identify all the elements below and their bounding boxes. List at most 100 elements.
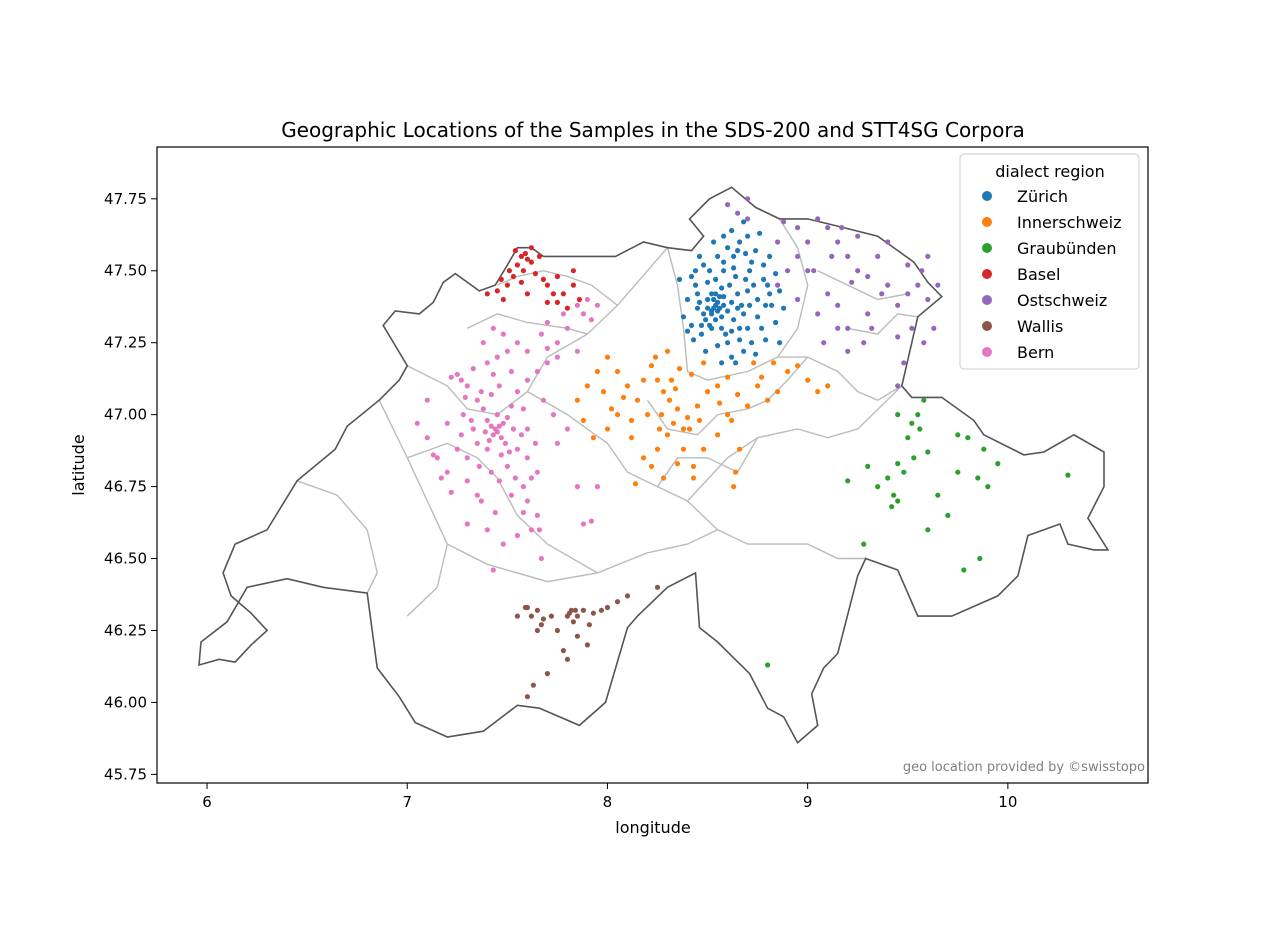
data-point bbox=[955, 469, 961, 475]
legend-label: Innerschweiz bbox=[1017, 213, 1121, 232]
y-tick-label: 46.25 bbox=[104, 621, 147, 639]
data-point bbox=[554, 340, 561, 346]
data-point bbox=[460, 412, 466, 418]
data-point bbox=[520, 509, 527, 516]
data-point bbox=[522, 250, 529, 257]
legend-label: Ostschweiz bbox=[1017, 291, 1107, 310]
data-point bbox=[777, 288, 783, 294]
data-point bbox=[550, 412, 557, 418]
data-point bbox=[434, 455, 440, 461]
data-point bbox=[701, 446, 707, 452]
data-point bbox=[713, 317, 719, 323]
data-point bbox=[668, 377, 675, 383]
data-point bbox=[430, 452, 436, 458]
data-point bbox=[574, 348, 581, 354]
data-point bbox=[739, 302, 745, 308]
data-point bbox=[777, 340, 783, 346]
data-point bbox=[715, 299, 721, 305]
data-point bbox=[731, 317, 737, 323]
data-point bbox=[564, 426, 571, 432]
data-point bbox=[919, 268, 925, 274]
data-point bbox=[652, 354, 659, 360]
legend-items: Zürich Innerschweiz Graubünden Basel Ostschw… bbox=[982, 187, 1121, 362]
data-point bbox=[528, 527, 535, 533]
data-point bbox=[614, 368, 621, 375]
data-point bbox=[719, 360, 725, 366]
legend-marker bbox=[982, 347, 992, 357]
data-point bbox=[747, 302, 753, 308]
legend-marker bbox=[982, 321, 992, 331]
data-point bbox=[588, 518, 595, 524]
data-point bbox=[474, 397, 480, 403]
data-point bbox=[628, 417, 635, 423]
data-point bbox=[701, 360, 707, 366]
legend-label: Zürich bbox=[1017, 187, 1068, 206]
data-point bbox=[865, 273, 871, 280]
data-point bbox=[580, 521, 587, 527]
data-point bbox=[540, 397, 547, 403]
data-point bbox=[855, 268, 861, 274]
data-point bbox=[600, 389, 607, 395]
data-point bbox=[574, 397, 581, 403]
data-point bbox=[694, 291, 701, 297]
series-3 bbox=[484, 245, 583, 311]
legend-label: Basel bbox=[1017, 265, 1060, 284]
data-point bbox=[482, 429, 488, 435]
data-point bbox=[921, 340, 927, 346]
data-point bbox=[494, 288, 500, 294]
data-point bbox=[891, 492, 897, 498]
data-point bbox=[640, 455, 647, 461]
data-point bbox=[865, 311, 871, 317]
data-point bbox=[544, 319, 551, 326]
data-point bbox=[757, 230, 763, 236]
data-point bbox=[598, 607, 605, 613]
data-point bbox=[524, 426, 531, 432]
data-point bbox=[751, 282, 757, 288]
data-point bbox=[811, 268, 817, 274]
data-point bbox=[829, 253, 835, 259]
data-point bbox=[680, 314, 687, 320]
data-point bbox=[550, 291, 557, 297]
switzerland-map bbox=[198, 186, 1110, 744]
data-point bbox=[554, 273, 561, 280]
data-point bbox=[895, 302, 901, 308]
data-point bbox=[741, 311, 747, 317]
data-point bbox=[438, 475, 444, 481]
data-point bbox=[676, 366, 683, 372]
data-point bbox=[644, 412, 651, 418]
data-point bbox=[484, 291, 490, 297]
data-point bbox=[713, 291, 719, 297]
legend-item: Basel bbox=[982, 265, 1060, 284]
series-5 bbox=[514, 584, 661, 700]
data-point bbox=[737, 239, 743, 245]
data-point bbox=[530, 682, 537, 688]
data-point bbox=[707, 268, 713, 274]
data-point bbox=[504, 282, 510, 288]
data-point bbox=[743, 276, 749, 282]
data-point bbox=[640, 377, 647, 383]
data-point bbox=[484, 446, 490, 452]
data-point bbox=[508, 403, 514, 409]
data-point bbox=[544, 671, 551, 677]
data-point bbox=[688, 273, 695, 280]
data-point bbox=[566, 610, 573, 616]
y-axis-label: latitude bbox=[69, 434, 88, 495]
data-point bbox=[528, 475, 535, 481]
data-point bbox=[745, 325, 751, 331]
plot-frame bbox=[156, 146, 1149, 784]
data-point bbox=[496, 478, 502, 484]
data-point bbox=[895, 498, 901, 504]
data-point bbox=[785, 368, 791, 375]
data-point bbox=[554, 354, 561, 360]
data-point bbox=[759, 325, 765, 331]
data-point bbox=[490, 567, 496, 573]
data-point bbox=[839, 225, 845, 231]
data-point bbox=[684, 328, 691, 334]
data-point bbox=[504, 414, 510, 421]
data-point bbox=[538, 555, 545, 562]
data-point bbox=[775, 282, 781, 288]
data-point bbox=[721, 294, 727, 300]
canton-border bbox=[807, 356, 903, 401]
data-point bbox=[544, 360, 551, 366]
